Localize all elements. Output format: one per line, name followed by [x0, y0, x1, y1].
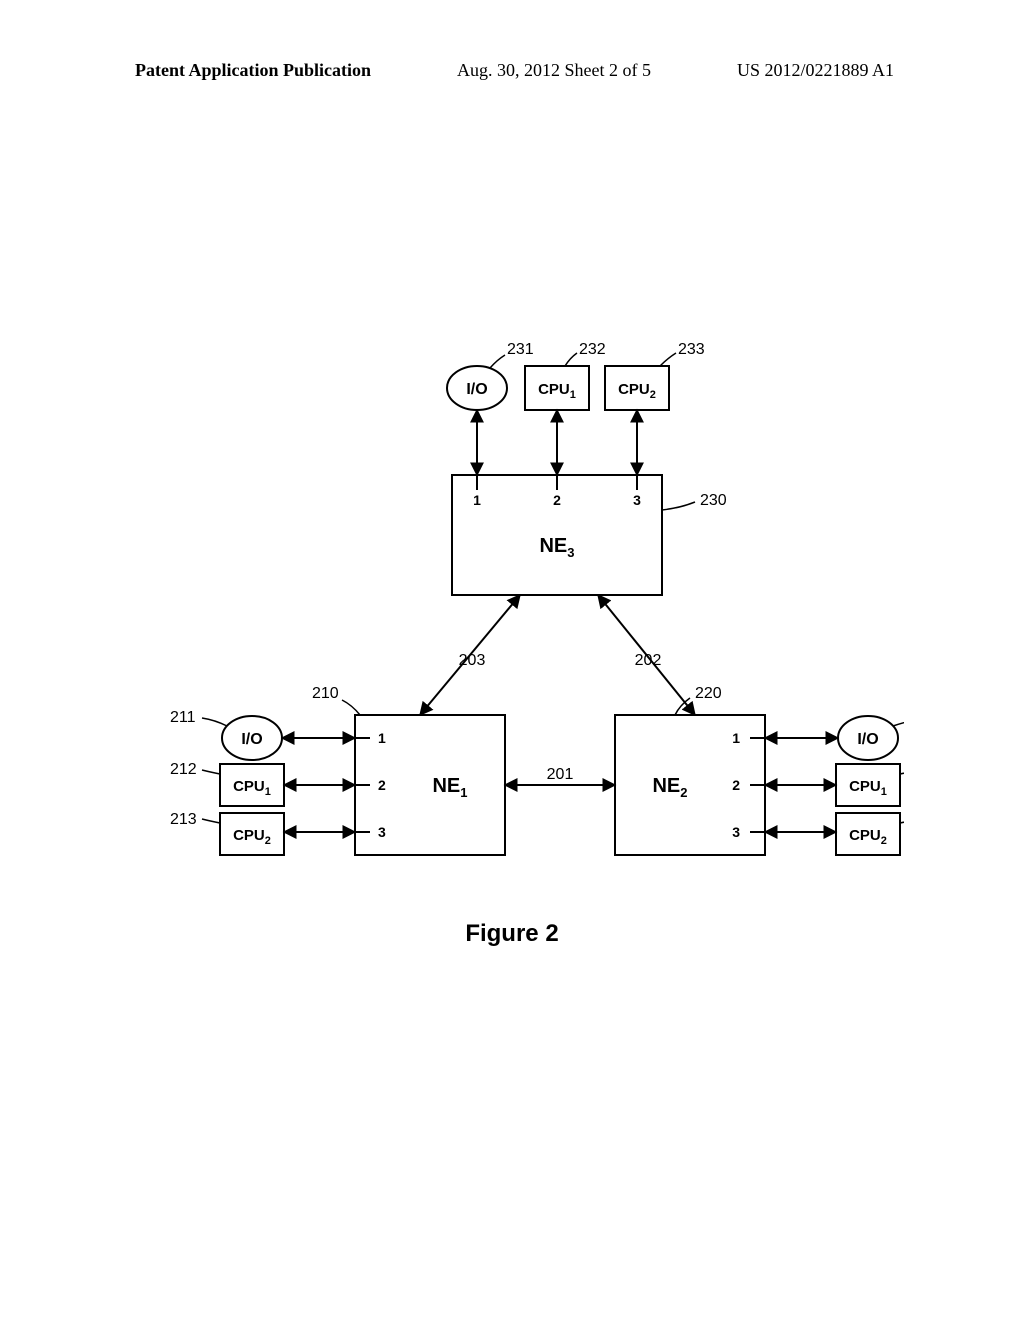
p213-sub: 2	[265, 835, 271, 847]
p211-label: I/O	[241, 731, 262, 748]
diagram-container: 200 NE3 1 2 3 230 NE1 1 2	[120, 340, 904, 900]
p212-label-text: CPU	[233, 778, 265, 795]
ne2-port2-num: 2	[732, 777, 740, 793]
p222-label-text: CPU	[849, 778, 881, 795]
p232-sub: 1	[570, 389, 576, 401]
p223-label-text: CPU	[849, 827, 881, 844]
ne2-label-text: NE	[652, 775, 680, 797]
p233-ref: 233	[678, 341, 705, 358]
p232-label-text: CPU	[538, 381, 570, 398]
p222-sub: 1	[881, 786, 887, 798]
page-header: Patent Application Publication Aug. 30, …	[0, 60, 1024, 81]
ne3-label-sub: 3	[567, 545, 574, 560]
p231-ref-leader	[490, 355, 505, 368]
ne1-port1-num: 1	[378, 730, 386, 746]
ne3-ref: 230	[700, 492, 727, 509]
ne3-port2-num: 2	[553, 492, 561, 508]
header-right: US 2012/0221889 A1	[737, 60, 894, 81]
p233-sub: 2	[650, 389, 656, 401]
p233-label-text: CPU	[618, 381, 650, 398]
p231-ref: 231	[507, 341, 534, 358]
ne1-port3-num: 3	[378, 824, 386, 840]
p211-ref-leader	[202, 718, 227, 726]
header-left: Patent Application Publication	[135, 60, 371, 81]
p233-ref-leader	[660, 353, 676, 366]
ne1-ref-leader	[342, 700, 360, 715]
p211-ref: 211	[170, 709, 196, 726]
page: Patent Application Publication Aug. 30, …	[0, 0, 1024, 1320]
ne2-port1-num: 1	[732, 730, 740, 746]
figure-caption: Figure 2	[0, 920, 1024, 948]
ne1-port2-num: 2	[378, 777, 386, 793]
ne3-ref-leader	[662, 502, 695, 510]
p221-label: I/O	[857, 731, 878, 748]
p221-ref-leader	[893, 720, 904, 726]
header-center: Aug. 30, 2012 Sheet 2 of 5	[457, 60, 651, 81]
p232-ref-leader	[565, 353, 577, 366]
link-202-ref: 202	[635, 652, 662, 669]
p212-ref-leader	[202, 770, 220, 774]
ne2-label-sub: 2	[680, 785, 687, 800]
p212-ref: 212	[170, 761, 197, 778]
link-203-ref: 203	[459, 652, 486, 669]
p213-label-text: CPU	[233, 827, 265, 844]
ne3-port1-num: 1	[473, 492, 481, 508]
ne2-ref: 220	[695, 685, 722, 702]
ne1-label-sub: 1	[460, 785, 467, 800]
ne3-port3-num: 3	[633, 492, 641, 508]
p213-ref: 213	[170, 811, 197, 828]
ne3-label-text: NE	[539, 535, 567, 557]
p223-sub: 2	[881, 835, 887, 847]
network-diagram: 200 NE3 1 2 3 230 NE1 1 2	[120, 340, 904, 900]
p212-sub: 1	[265, 786, 271, 798]
ne2-port3-num: 3	[732, 824, 740, 840]
p231-label: I/O	[466, 381, 487, 398]
p213-ref-leader	[202, 819, 220, 823]
ne2-box	[615, 715, 765, 855]
ne1-label-text: NE	[432, 775, 460, 797]
p232-ref: 232	[579, 341, 606, 358]
link-201-ref: 201	[547, 766, 574, 783]
ne1-ref: 210	[312, 685, 339, 702]
